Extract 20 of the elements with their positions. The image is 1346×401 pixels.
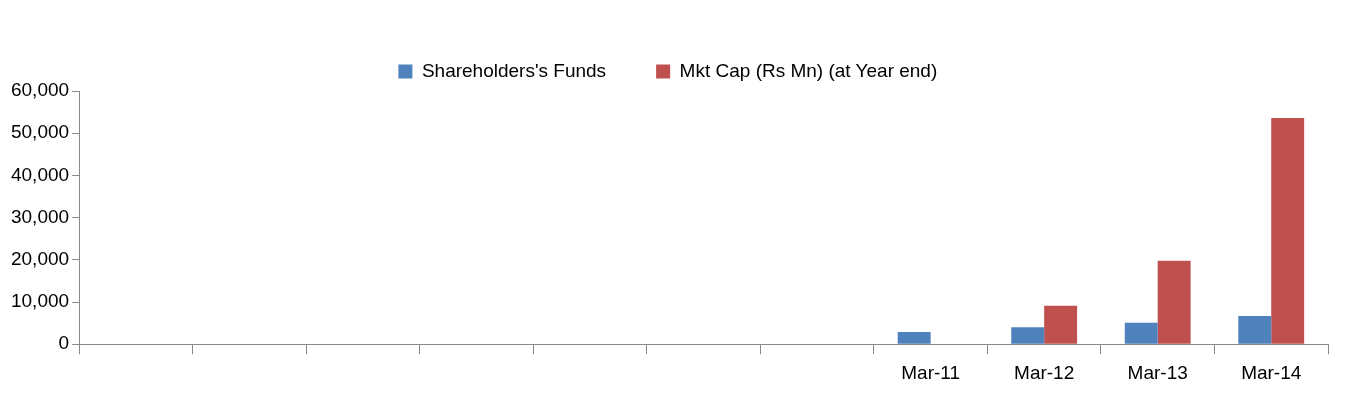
y-tick-label: 30,000 <box>10 205 70 227</box>
bar <box>1044 305 1078 344</box>
y-tick-label: 10,000 <box>10 290 70 312</box>
bar <box>1011 327 1045 344</box>
y-tick-label: 50,000 <box>10 121 70 143</box>
x-tick-label: Mar-14 <box>1241 361 1302 383</box>
bar <box>1124 322 1158 344</box>
x-tick-label: Mar-13 <box>1127 361 1188 383</box>
x-tick-label: Mar-12 <box>1014 361 1075 383</box>
y-tick-label: 20,000 <box>10 248 70 270</box>
legend-label: Shareholders's Funds <box>421 59 607 81</box>
bar <box>1271 118 1305 344</box>
y-tick-label: 60,000 <box>10 79 70 101</box>
bar <box>897 331 931 344</box>
y-tick-label: 40,000 <box>10 163 70 185</box>
x-tick-label: Mar-11 <box>901 361 961 383</box>
bar <box>1157 260 1191 344</box>
legend-label: Mkt Cap (Rs Mn) (at Year end) <box>679 59 938 81</box>
bar <box>1238 315 1272 344</box>
y-tick-label: 0 <box>58 332 70 354</box>
